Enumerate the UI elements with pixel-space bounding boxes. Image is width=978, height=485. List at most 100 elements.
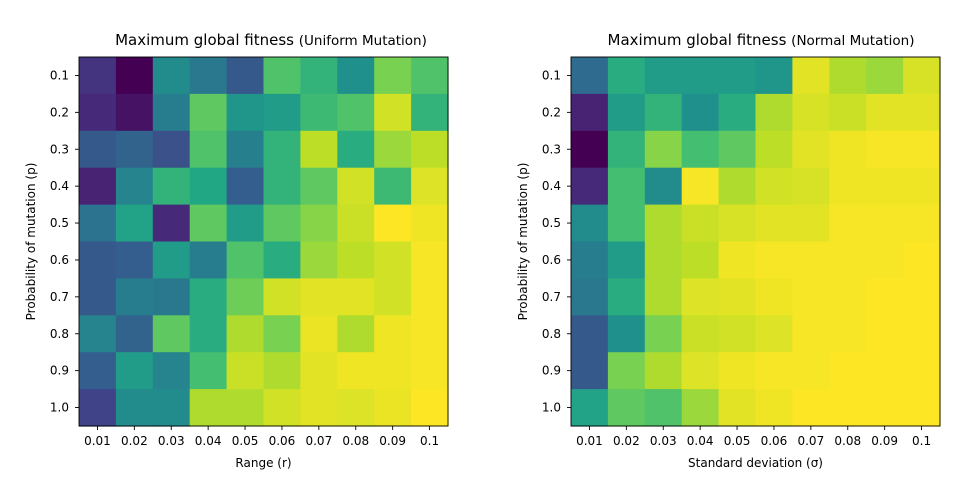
heatmap-cell — [681, 93, 720, 132]
heatmap-cell — [263, 130, 301, 169]
heatmap-cell — [571, 352, 609, 390]
heatmap-cell — [903, 93, 941, 132]
heatmap-cell — [681, 204, 720, 243]
heatmap-cell — [644, 241, 683, 279]
heatmap-cell — [79, 278, 117, 316]
heatmap-cell — [792, 389, 830, 427]
heatmap-cell — [152, 57, 191, 95]
heatmap-cell — [755, 204, 793, 243]
heatmap-cell — [411, 315, 449, 353]
heatmap-cell — [374, 57, 412, 95]
heatmap-cell — [79, 204, 117, 243]
heatmap-cell — [571, 93, 609, 132]
heatmap-cell — [571, 167, 609, 206]
heatmap-cell — [792, 130, 830, 169]
heatmap-cell — [226, 93, 265, 132]
heatmap-cell — [681, 278, 720, 316]
heatmap-cell — [718, 167, 757, 206]
heatmap-cell — [263, 352, 301, 390]
heatmap-cell — [115, 315, 154, 353]
x-tick-label: 0.06 — [761, 434, 788, 448]
heatmap-cell — [226, 167, 265, 206]
heatmap-cell — [79, 167, 117, 206]
heatmap-cell — [79, 352, 117, 390]
heatmap-cell — [79, 130, 117, 169]
heatmap-cell — [755, 93, 793, 132]
x-tick-label: 0.03 — [158, 434, 185, 448]
x-tick-label: 0.04 — [687, 434, 714, 448]
x-tick-label: 0.05 — [232, 434, 259, 448]
heatmap-cell — [644, 352, 683, 390]
heatmap-cell — [866, 167, 904, 206]
heatmap-cell — [644, 204, 683, 243]
heatmap-cell — [792, 204, 830, 243]
heatmap-cell — [374, 352, 412, 390]
heatmap-cell — [571, 204, 609, 243]
heatmap-cell — [829, 241, 867, 279]
heatmap-cell — [79, 389, 117, 427]
x-tick-label: 0.05 — [724, 434, 751, 448]
heatmap-cell — [792, 241, 830, 279]
y-tick-label: 0.7 — [50, 290, 69, 304]
chart-subtitle: (Normal Mutation) — [791, 33, 914, 49]
heatmap-cell — [829, 130, 867, 169]
heatmap-cell — [644, 167, 683, 206]
x-tick-label: 0.07 — [797, 434, 824, 448]
heatmap-cell — [189, 389, 228, 427]
x-axis-label: Range (r) — [235, 456, 291, 470]
heatmap-cell — [337, 389, 375, 427]
heatmap-cell — [300, 167, 338, 206]
heatmap-cell — [792, 167, 830, 206]
heatmap-cell — [152, 167, 191, 206]
heatmap-cell — [755, 315, 793, 353]
heatmap-cell — [300, 241, 338, 279]
heatmap-cell — [755, 278, 793, 316]
plot-frame — [570, 56, 941, 427]
heatmap-cell — [829, 93, 867, 132]
chart-title: Maximum global fitness (Uniform Mutation… — [115, 31, 427, 49]
heatmap-cell — [866, 130, 904, 169]
heatmap-cell — [152, 315, 191, 353]
x-tick-label: 0.09 — [871, 434, 898, 448]
heatmap-cell — [152, 93, 191, 132]
x-tick-label: 0.02 — [613, 434, 640, 448]
heatmap-cell — [411, 352, 449, 390]
y-axis-label: Probability of mutation (p) — [516, 163, 530, 321]
heatmap-cell — [79, 241, 117, 279]
heatmap-cell — [226, 130, 265, 169]
heatmap-cell — [681, 167, 720, 206]
heatmap-cell — [755, 241, 793, 279]
heatmap-cell — [681, 389, 720, 427]
heatmap-cell — [755, 352, 793, 390]
x-tick-label: 0.09 — [379, 434, 406, 448]
heatmap-cell — [644, 57, 683, 95]
y-tick-label: 0.8 — [542, 327, 561, 341]
y-tick-label: 0.9 — [542, 364, 561, 378]
heatmap-cell — [607, 57, 646, 95]
heatmap-cell — [411, 93, 449, 132]
heatmap-cell — [607, 204, 646, 243]
y-tick-label: 0.5 — [542, 216, 561, 230]
heatmap-cell — [263, 93, 301, 132]
chart-title-main: Maximum global fitness — [608, 31, 792, 49]
heatmap-panel-1: 0.01 0.02 0.03 0.04 0.05 0.06 0.07 0.08 0.09 0.1 0… — [24, 31, 449, 470]
heatmap-cell — [411, 204, 449, 243]
heatmap-cell — [681, 315, 720, 353]
heatmap-cell — [755, 389, 793, 427]
heatmap-cell — [903, 278, 941, 316]
heatmap-cell — [263, 315, 301, 353]
chart-subtitle: (Uniform Mutation) — [299, 33, 427, 49]
heatmap-cell — [115, 389, 154, 427]
heatmap-cell — [866, 315, 904, 353]
heatmap-cell — [903, 352, 941, 390]
heatmap-cell — [607, 241, 646, 279]
heatmap-cell — [189, 93, 228, 132]
x-tick-label: 0.1 — [912, 434, 931, 448]
heatmap-cell — [903, 241, 941, 279]
heatmap-cell — [718, 57, 757, 95]
heatmap-cell — [189, 352, 228, 390]
heatmap-cell — [189, 57, 228, 95]
y-tick-label: 0.3 — [542, 142, 561, 156]
heatmap-cell — [644, 130, 683, 169]
